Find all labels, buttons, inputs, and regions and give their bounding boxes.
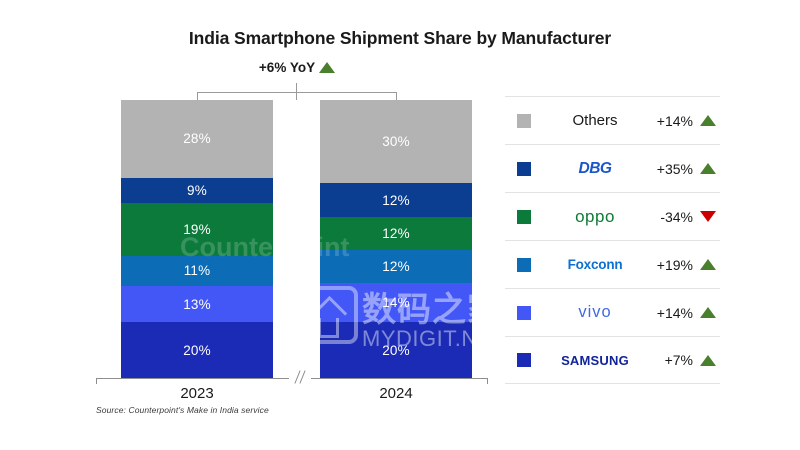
legend: Others +14% DBG +35% oppo -34% Foxconn +19% vivo… bbox=[505, 96, 720, 384]
yoy-annotation: +6% YoY bbox=[197, 60, 397, 75]
bracket-leg-left bbox=[197, 92, 198, 100]
legend-row-samsung[interactable]: SAMSUNG +7% bbox=[505, 336, 720, 384]
bar-segment-foxconn[interactable]: 12% bbox=[320, 250, 472, 284]
x-axis-label-2023: 2023 bbox=[180, 385, 214, 402]
trend-up-icon bbox=[700, 115, 716, 126]
segment-value-label: 20% bbox=[382, 342, 410, 358]
bar-segment-dbg[interactable]: 9% bbox=[121, 177, 273, 203]
legend-label-oppo: oppo bbox=[575, 206, 615, 226]
legend-row-oppo[interactable]: oppo -34% bbox=[505, 192, 720, 240]
yoy-label: +6% YoY bbox=[258, 60, 316, 75]
x-axis-label-2024: 2024 bbox=[379, 385, 413, 402]
legend-change-vivo: +14% bbox=[656, 304, 693, 321]
legend-change-samsung: +7% bbox=[664, 352, 693, 368]
segment-value-label: 28% bbox=[183, 131, 211, 147]
legend-change-others: +14% bbox=[656, 112, 693, 129]
segment-value-label: 12% bbox=[382, 225, 410, 241]
legend-swatch-others bbox=[517, 113, 531, 128]
segment-value-label: 30% bbox=[382, 134, 410, 150]
segment-value-label: 11% bbox=[183, 263, 211, 279]
legend-change-foxconn: +19% bbox=[656, 256, 693, 273]
axis-break-icon bbox=[289, 369, 311, 385]
segment-value-label: 14% bbox=[382, 295, 410, 311]
trend-up-icon bbox=[700, 307, 716, 318]
legend-label-others: Others bbox=[572, 112, 618, 129]
bar-segment-vivo[interactable]: 13% bbox=[121, 286, 273, 323]
stacked-bar-2024[interactable]: 30% 12% 12% 12% 14% 20% bbox=[320, 100, 472, 378]
axis-break-slash-2 bbox=[299, 370, 306, 384]
segment-value-label: 12% bbox=[382, 192, 410, 208]
bar-segment-samsung[interactable]: 20% bbox=[320, 322, 472, 378]
trend-down-icon bbox=[700, 211, 716, 222]
legend-label-dbg: DBG bbox=[578, 159, 612, 177]
bracket-leg-right bbox=[396, 92, 397, 100]
legend-label-foxconn: Foxconn bbox=[567, 257, 623, 272]
segment-value-label: 12% bbox=[382, 259, 410, 275]
legend-change-dbg: +35% bbox=[656, 160, 693, 177]
source-note: Source: Counterpoint's Make in India ser… bbox=[96, 405, 269, 415]
legend-row-vivo[interactable]: vivo +14% bbox=[505, 288, 720, 336]
legend-row-others[interactable]: Others +14% bbox=[505, 96, 720, 144]
legend-swatch-dbg bbox=[517, 161, 531, 176]
segment-value-label: 20% bbox=[183, 342, 211, 358]
x-axis-tick-right bbox=[487, 378, 488, 384]
legend-label-vivo: vivo bbox=[578, 303, 612, 321]
segment-value-label: 13% bbox=[183, 296, 211, 312]
legend-swatch-oppo bbox=[517, 209, 531, 224]
segment-value-label: 9% bbox=[187, 182, 207, 198]
trend-up-icon bbox=[700, 259, 716, 270]
bar-segment-samsung[interactable]: 20% bbox=[121, 322, 273, 378]
legend-swatch-foxconn bbox=[517, 257, 531, 272]
legend-swatch-vivo bbox=[517, 305, 531, 320]
bar-segment-oppo[interactable]: 19% bbox=[121, 202, 273, 256]
trend-up-icon bbox=[700, 163, 716, 174]
bar-segment-oppo[interactable]: 12% bbox=[320, 216, 472, 251]
bar-segment-others[interactable]: 30% bbox=[320, 100, 472, 184]
yoy-bracket bbox=[197, 83, 397, 100]
legend-label-samsung: SAMSUNG bbox=[561, 352, 629, 368]
trend-up-icon bbox=[700, 354, 716, 366]
legend-row-dbg[interactable]: DBG +35% bbox=[505, 144, 720, 192]
bar-segment-dbg[interactable]: 12% bbox=[320, 183, 472, 217]
bar-segment-others[interactable]: 28% bbox=[121, 100, 273, 178]
x-axis-tick-left bbox=[96, 378, 97, 384]
bracket-stem bbox=[296, 83, 297, 100]
segment-value-label: 19% bbox=[183, 221, 211, 237]
bar-segment-vivo[interactable]: 14% bbox=[320, 283, 472, 323]
bracket-horizontal-line bbox=[197, 92, 397, 93]
plot-area: 28%9%19%11%13%20% 30%12%12%12%14%20% Cou… bbox=[0, 0, 500, 450]
legend-change-oppo: -34% bbox=[660, 208, 693, 225]
page-title: India Smartphone Shipment Share by Manuf… bbox=[188, 28, 612, 48]
bar-segment-foxconn[interactable]: 11% bbox=[121, 255, 273, 287]
legend-row-foxconn[interactable]: Foxconn +19% bbox=[505, 240, 720, 288]
legend-swatch-samsung bbox=[517, 353, 531, 367]
trend-up-icon bbox=[319, 62, 336, 73]
stacked-bar-2023[interactable]: 28% 9% 19% 11% 13% 20% bbox=[121, 100, 273, 378]
